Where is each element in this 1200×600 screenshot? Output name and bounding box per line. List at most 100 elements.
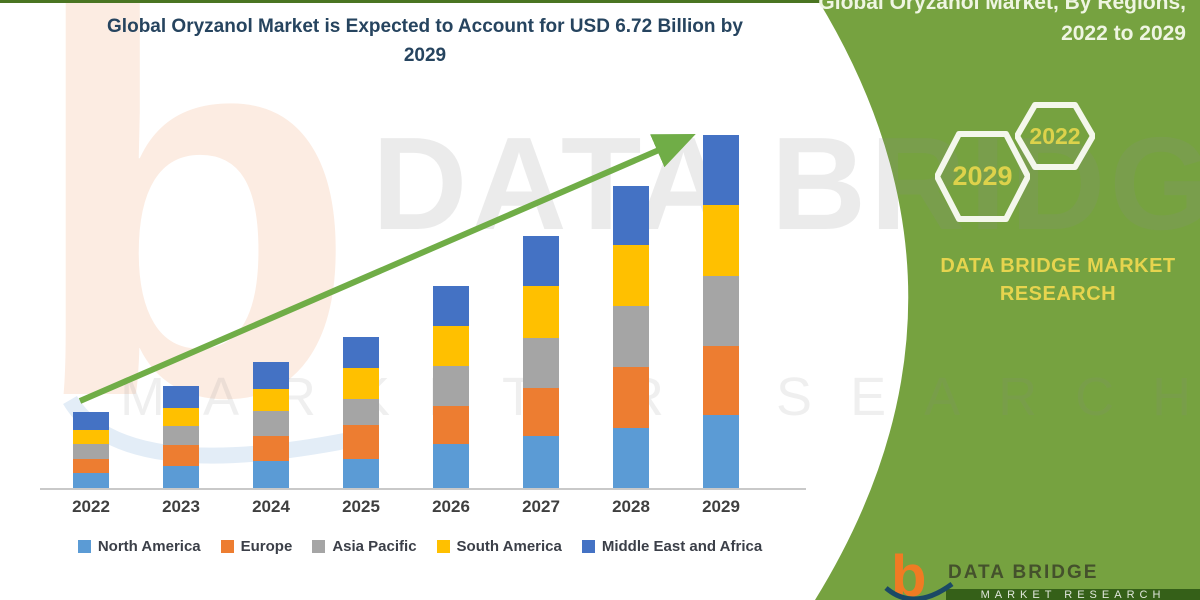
legend-swatch-icon (436, 540, 450, 553)
x-tick-label-2024: 2024 (252, 497, 290, 516)
segment-asia-pacific-2027 (523, 337, 559, 388)
segment-north-america-2025 (343, 458, 379, 488)
footer-logo-swoosh-icon (884, 581, 954, 600)
segment-europe-2028 (613, 366, 649, 428)
panel-brand-text: DATA BRIDGE MARKET RESEARCH (922, 252, 1194, 308)
segment-south-america-2022 (73, 430, 109, 444)
segment-europe-2027 (523, 387, 559, 436)
segment-north-america-2027 (523, 435, 559, 488)
segment-south-america-2028 (613, 245, 649, 306)
segment-europe-2022 (73, 459, 109, 474)
segment-europe-2026 (433, 405, 469, 445)
legend-label: Middle East and Africa (601, 538, 763, 555)
stacked-bar-2022 (73, 412, 109, 488)
stacked-bar-2026 (433, 286, 469, 488)
legend-item-north-america: North America (77, 538, 201, 555)
segment-europe-2025 (343, 425, 379, 459)
legend-label: South America (456, 538, 562, 555)
segment-europe-2029 (703, 346, 739, 416)
segment-north-america-2023 (163, 466, 199, 488)
x-tick-label-2029: 2029 (702, 497, 740, 516)
chart-title-line1: Global Oryzanol Market is Expected to Ac… (107, 16, 743, 37)
footer-logo-name: DATA BRIDGE (948, 562, 1099, 583)
segment-middle-east-and-africa-2024 (253, 361, 289, 389)
segment-asia-pacific-2023 (163, 426, 199, 445)
top-accent-strip (0, 0, 822, 3)
legend-swatch-icon (77, 540, 91, 553)
stacked-bar-2029 (703, 134, 739, 488)
segment-middle-east-and-africa-2026 (433, 286, 469, 326)
legend-label: Asia Pacific (332, 538, 417, 555)
segment-south-america-2024 (253, 388, 289, 411)
legend-item-europe: Europe (220, 538, 293, 555)
segment-north-america-2028 (613, 427, 649, 488)
segment-middle-east-and-africa-2027 (523, 236, 559, 287)
x-axis-line (40, 488, 806, 490)
stacked-bar-2025 (343, 337, 379, 488)
bar-column-2026 (406, 132, 496, 488)
segment-middle-east-and-africa-2022 (73, 412, 109, 431)
segment-south-america-2023 (163, 408, 199, 427)
hexagon-2029-label: 2029 (952, 161, 1013, 191)
bars (46, 132, 766, 488)
panel-heading: Global Oryzanol Market, By Regions, 2022… (766, 0, 1186, 49)
hexagon-2022-label: 2022 (1029, 122, 1081, 149)
chart-title-line2: 2029 (403, 45, 447, 66)
panel-heading-line1: Global Oryzanol Market, By Regions, (818, 0, 1186, 14)
segment-middle-east-and-africa-2029 (703, 134, 739, 206)
x-axis-labels: 2022 2023 2024 2025 2026 2027 2028 2029 (46, 497, 766, 517)
bar-column-2023 (136, 132, 226, 488)
stacked-bar-2023 (163, 386, 199, 488)
legend-swatch-icon (220, 540, 234, 553)
chart-title: Global Oryzanol Market is Expected to Ac… (40, 12, 810, 70)
footer-logo-tagline-band: MARKET RESEARCH (946, 589, 1200, 600)
legend-swatch-icon (312, 540, 326, 553)
segment-middle-east-and-africa-2025 (343, 337, 379, 369)
stacked-bar-2028 (613, 185, 649, 488)
x-tick-label-2028: 2028 (612, 497, 650, 516)
segment-south-america-2026 (433, 325, 469, 366)
segment-asia-pacific-2025 (343, 398, 379, 426)
hexagon-outline-icon (1015, 102, 1095, 170)
footer-logo-b-icon: b (891, 544, 927, 600)
stacked-bar-2024 (253, 361, 289, 488)
legend-label: Europe (240, 538, 293, 555)
segment-asia-pacific-2024 (253, 410, 289, 437)
x-tick-label-2022: 2022 (72, 497, 110, 516)
hexagon-outline-icon (935, 131, 1030, 222)
segment-middle-east-and-africa-2028 (613, 185, 649, 245)
segment-north-america-2029 (703, 415, 739, 488)
legend-swatch-icon (581, 540, 595, 553)
legend-label: North America (97, 538, 201, 555)
segment-south-america-2029 (703, 205, 739, 277)
bar-column-2022 (46, 132, 136, 488)
segment-south-america-2025 (343, 368, 379, 399)
segment-europe-2023 (163, 444, 199, 467)
footer-logo-tagline: MARKET RESEARCH (980, 589, 1166, 600)
chart-legend: North America Europe Asia Pacific South Ame… (30, 538, 810, 555)
hexagon-2022: 2022 (1015, 101, 1095, 171)
x-tick-label-2025: 2025 (342, 497, 380, 516)
legend-item-asia-pacific: Asia Pacific (312, 538, 417, 555)
bar-column-2028 (586, 132, 676, 488)
stacked-bar-2027 (523, 236, 559, 488)
segment-north-america-2022 (73, 473, 109, 488)
segment-asia-pacific-2029 (703, 276, 739, 347)
legend-item-middle-east-and-africa: Middle East and Africa (581, 538, 763, 555)
panel-heading-line2: 2022 to 2029 (1061, 22, 1186, 45)
segment-asia-pacific-2028 (613, 306, 649, 367)
x-tick-label-2023: 2023 (162, 497, 200, 516)
legend-item-south-america: South America (436, 538, 562, 555)
x-tick-label-2027: 2027 (522, 497, 560, 516)
segment-north-america-2026 (433, 444, 469, 488)
segment-asia-pacific-2022 (73, 443, 109, 460)
bar-column-2025 (316, 132, 406, 488)
segment-asia-pacific-2026 (433, 365, 469, 406)
panel-brand-line1: DATA BRIDGE MARKET (940, 255, 1176, 277)
segment-north-america-2024 (253, 461, 289, 488)
bar-column-2024 (226, 132, 316, 488)
x-tick-label-2026: 2026 (432, 497, 470, 516)
panel-brand-line2: RESEARCH (999, 283, 1117, 305)
